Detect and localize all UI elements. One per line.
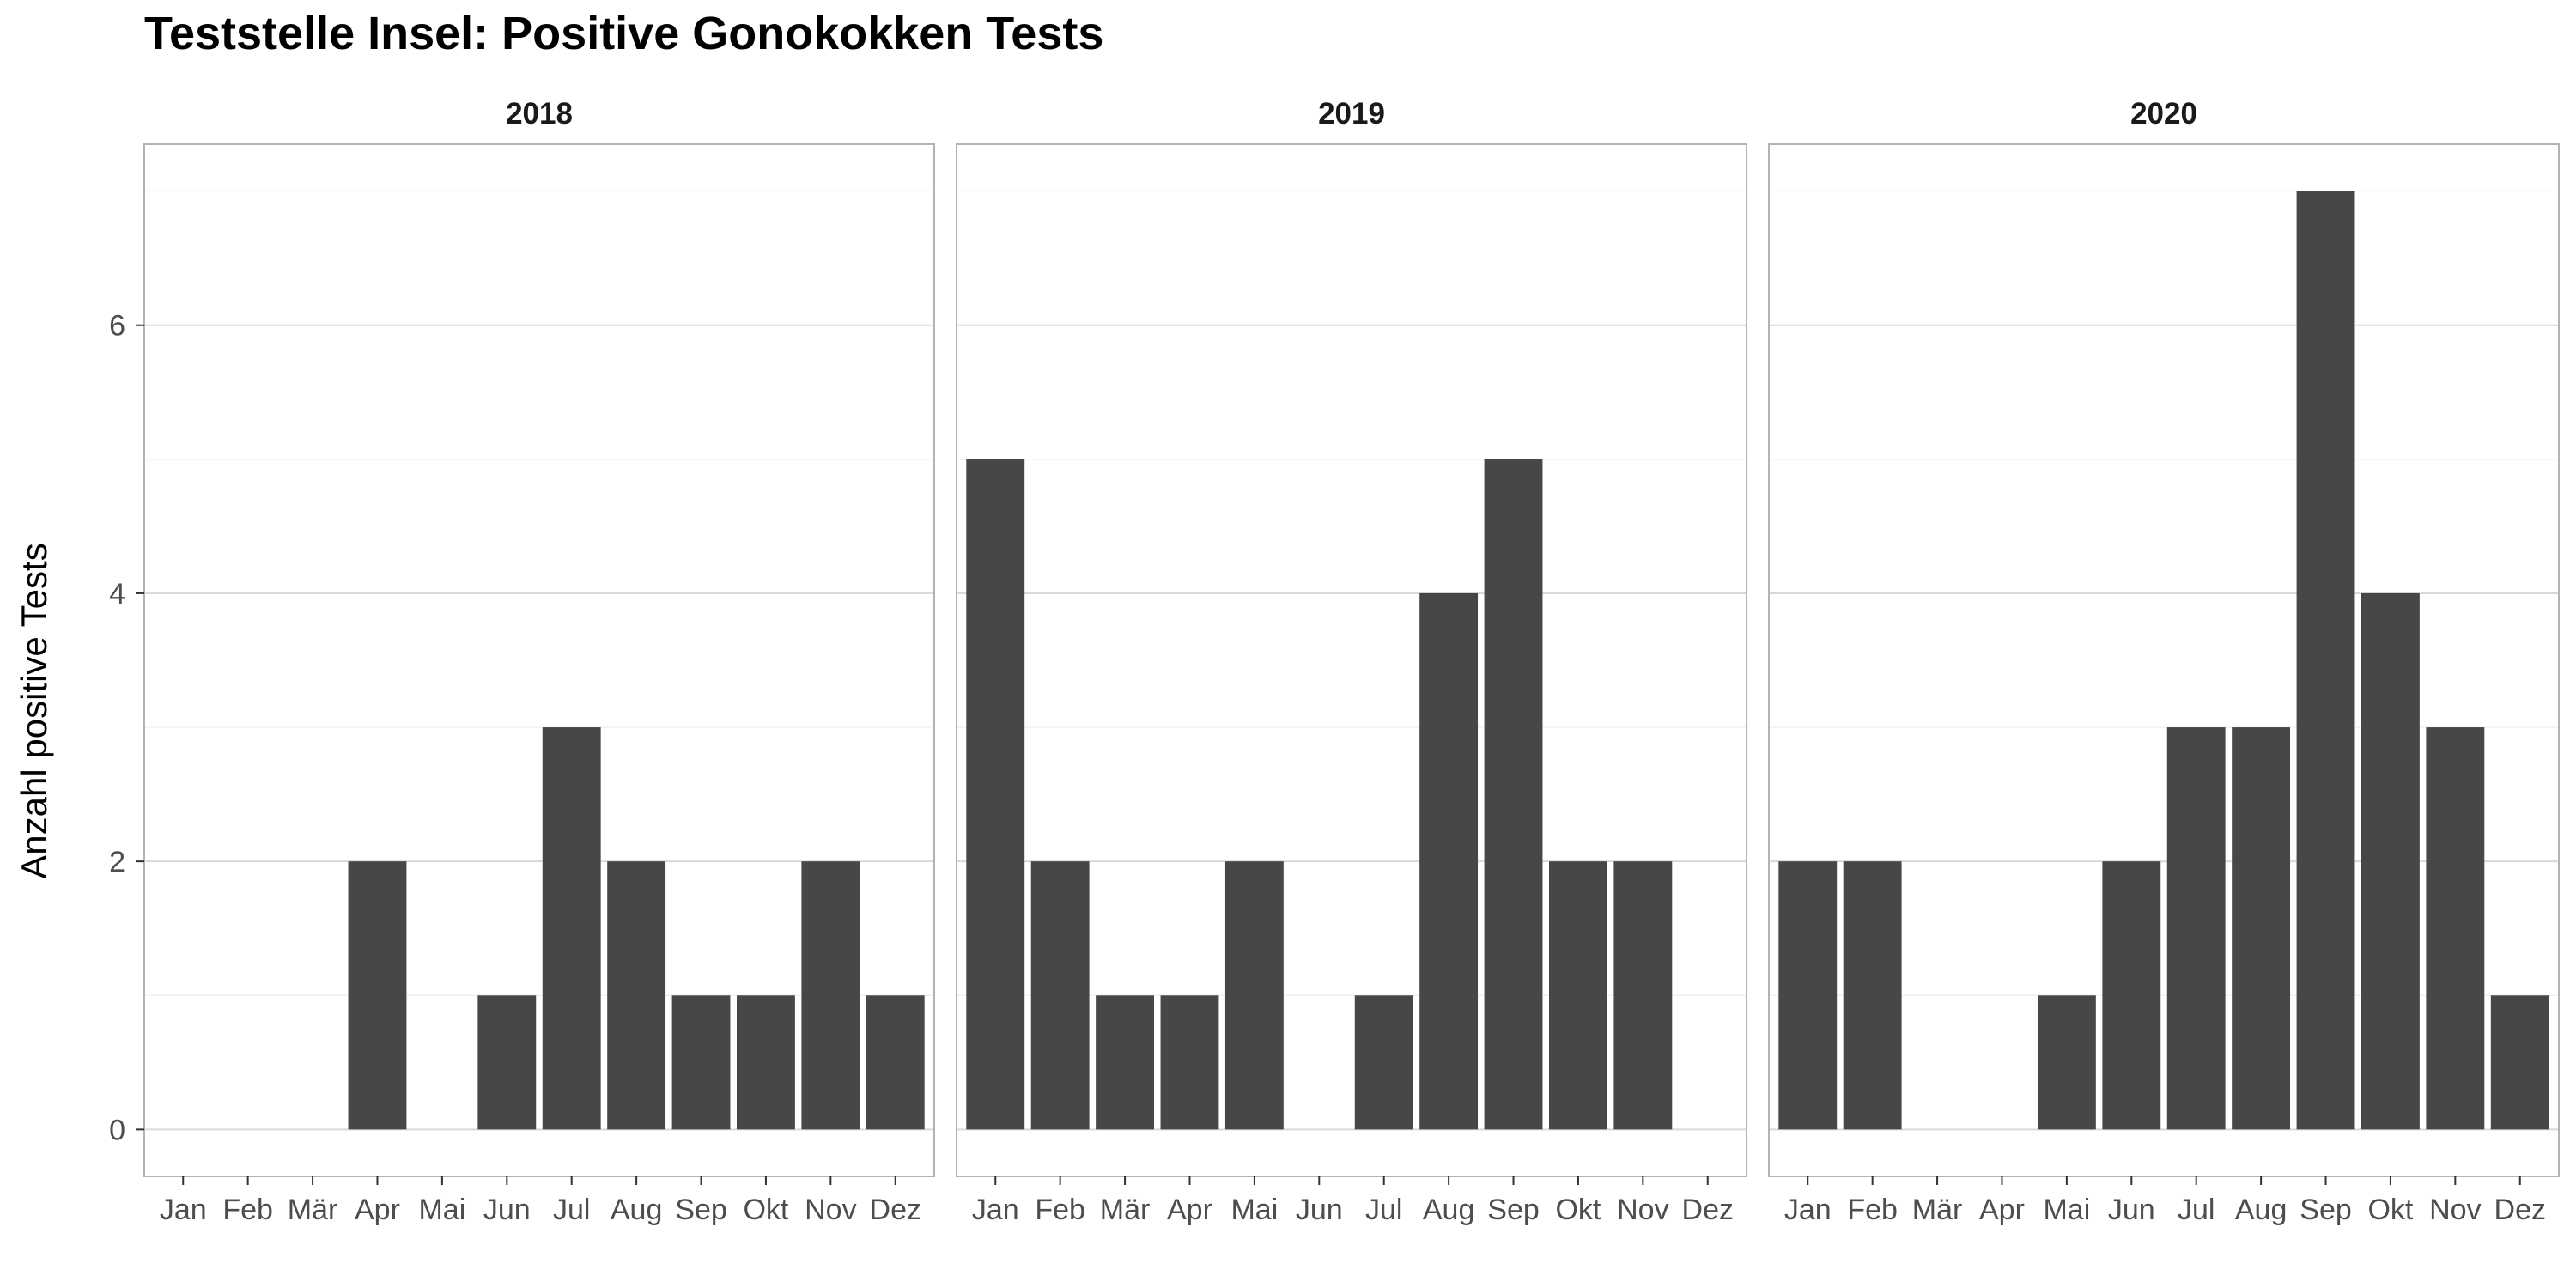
x-tick-label: Mai — [2043, 1194, 2090, 1226]
x-tick-label: Feb — [1035, 1194, 1085, 1226]
y-tick-label: 2 — [109, 846, 125, 878]
x-tick-label: Sep — [1487, 1194, 1540, 1226]
x-tick-label: Jan — [972, 1194, 1019, 1226]
x-tick-label: Nov — [805, 1194, 856, 1226]
panel-2019: 2019 Jan Feb Mär Apr Mai Jun Jul Aug Sep Okt Nov Dez — [956, 97, 1747, 1226]
bar-2020-Jun — [2102, 861, 2161, 1130]
x-tick-label: Dez — [2494, 1194, 2546, 1226]
y-tick-label: 4 — [109, 578, 125, 611]
bar-2019-Okt — [1549, 861, 1607, 1130]
y-tick-label: 6 — [109, 310, 125, 343]
bar-2019-Nov — [1613, 861, 1673, 1130]
x-tick-label: Jul — [2178, 1194, 2215, 1226]
x-tick-label: Jun — [1296, 1194, 1343, 1226]
x-tick-label: Aug — [2235, 1194, 2287, 1226]
bar-2020-Feb — [1843, 861, 1902, 1130]
panel-border — [956, 143, 1747, 1177]
x-tick-label: Feb — [222, 1194, 273, 1226]
chart-title: Teststelle Insel: Positive Gonokokken Te… — [144, 8, 1104, 59]
x-tick-label: Mai — [418, 1194, 465, 1226]
x-tick-label: Jul — [1365, 1194, 1402, 1226]
x-tick-label: Sep — [675, 1194, 727, 1226]
bar-2018-Dez — [866, 995, 925, 1130]
x-tick-label: Okt — [2367, 1194, 2413, 1226]
x-tick-label: Aug — [1423, 1194, 1475, 1226]
y-axis-label: Anzahl positive Tests — [14, 543, 54, 878]
bar-2019-Jul — [1354, 995, 1413, 1130]
x-tick-label: Mär — [288, 1194, 338, 1226]
x-tick-label: Okt — [1555, 1194, 1601, 1226]
facet-label-2019: 2019 — [1318, 97, 1385, 131]
x-tick-label: Jul — [553, 1194, 590, 1226]
bar-2018-Nov — [801, 861, 860, 1130]
x-tick-label: Jun — [2108, 1194, 2155, 1226]
y-tick-label: 0 — [109, 1114, 125, 1146]
bar-2019-Mai — [1224, 861, 1284, 1130]
bar-2020-Jan — [1778, 861, 1838, 1130]
x-tick-label: Mär — [1100, 1194, 1151, 1226]
bar-2018-Apr — [348, 861, 407, 1130]
bar-2020-Jul — [2166, 727, 2226, 1130]
x-tick-label: Jun — [483, 1194, 531, 1226]
x-tick-label: Apr — [1167, 1194, 1212, 1226]
bar-2018-Jun — [477, 995, 537, 1130]
x-tick-label: Sep — [2300, 1194, 2352, 1226]
panel-border — [143, 143, 935, 1177]
bar-2020-Mai — [2037, 995, 2096, 1130]
bar-2020-Okt — [2361, 592, 2420, 1130]
bar-2018-Aug — [607, 861, 666, 1130]
x-tick-label: Dez — [1682, 1194, 1734, 1226]
facet-label-2020: 2020 — [2130, 97, 2197, 131]
bar-2018-Sep — [671, 995, 731, 1130]
bar-2019-Feb — [1030, 861, 1090, 1130]
bar-2020-Nov — [2426, 727, 2485, 1130]
bar-2019-Sep — [1484, 459, 1543, 1130]
bar-2019-Jan — [966, 459, 1025, 1130]
y-axis: 0 2 4 6 — [109, 310, 144, 1146]
x-tick-label: Okt — [743, 1194, 788, 1226]
bar-2018-Okt — [737, 995, 795, 1130]
x-tick-label: Apr — [355, 1194, 400, 1226]
bar-2019-Apr — [1160, 995, 1219, 1130]
bar-2020-Sep — [2296, 191, 2355, 1130]
x-tick-label: Mär — [1912, 1194, 1963, 1226]
x-tick-label: Nov — [1617, 1194, 1668, 1226]
x-tick-label: Feb — [1847, 1194, 1898, 1226]
bar-2019-Aug — [1419, 592, 1479, 1130]
x-tick-label: Mai — [1230, 1194, 1278, 1226]
bar-2018-Jul — [542, 727, 601, 1130]
panel-border — [1768, 143, 2560, 1177]
panel-2020: 2020 Jan Feb Mär Apr Mai Jun Jul Aug Sep Okt Nov Dez — [1768, 97, 2560, 1226]
x-tick-label: Jan — [160, 1194, 207, 1226]
x-tick-label: Apr — [1979, 1194, 2025, 1226]
x-tick-label: Jan — [1784, 1194, 1832, 1226]
x-tick-label: Dez — [870, 1194, 921, 1226]
facet-label-2018: 2018 — [506, 97, 573, 131]
x-tick-label: Nov — [2429, 1194, 2481, 1226]
panel-2018: 2018 Jan Feb Mär Apr Mai Jun Jul Aug Sep Okt Nov Dez — [143, 97, 935, 1226]
x-tick-label: Aug — [611, 1194, 663, 1226]
bar-2020-Aug — [2232, 727, 2291, 1130]
bar-2019-Mär — [1096, 995, 1154, 1130]
bar-2020-Dez — [2490, 995, 2549, 1130]
